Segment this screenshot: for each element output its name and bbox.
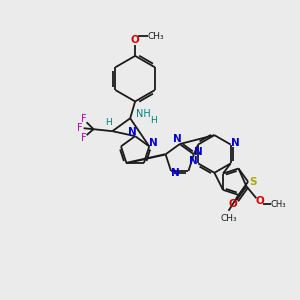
Text: F: F <box>81 133 86 143</box>
Text: O: O <box>256 196 265 206</box>
Text: F: F <box>77 123 82 133</box>
Text: CH₃: CH₃ <box>270 200 286 209</box>
Text: N: N <box>171 168 179 178</box>
Text: CH₃: CH₃ <box>220 214 237 223</box>
Text: N: N <box>149 138 158 148</box>
Text: S: S <box>249 177 257 187</box>
Text: N: N <box>173 134 182 144</box>
Text: NH: NH <box>136 109 150 119</box>
Text: CH₃: CH₃ <box>148 32 164 40</box>
Text: O: O <box>131 35 140 45</box>
Text: O: O <box>228 199 237 209</box>
Text: F: F <box>81 114 86 124</box>
Text: N: N <box>128 127 136 137</box>
Text: N: N <box>231 138 240 148</box>
Text: N: N <box>189 156 197 167</box>
Text: H: H <box>151 116 157 125</box>
Text: H: H <box>105 118 112 127</box>
Text: N: N <box>194 147 203 157</box>
